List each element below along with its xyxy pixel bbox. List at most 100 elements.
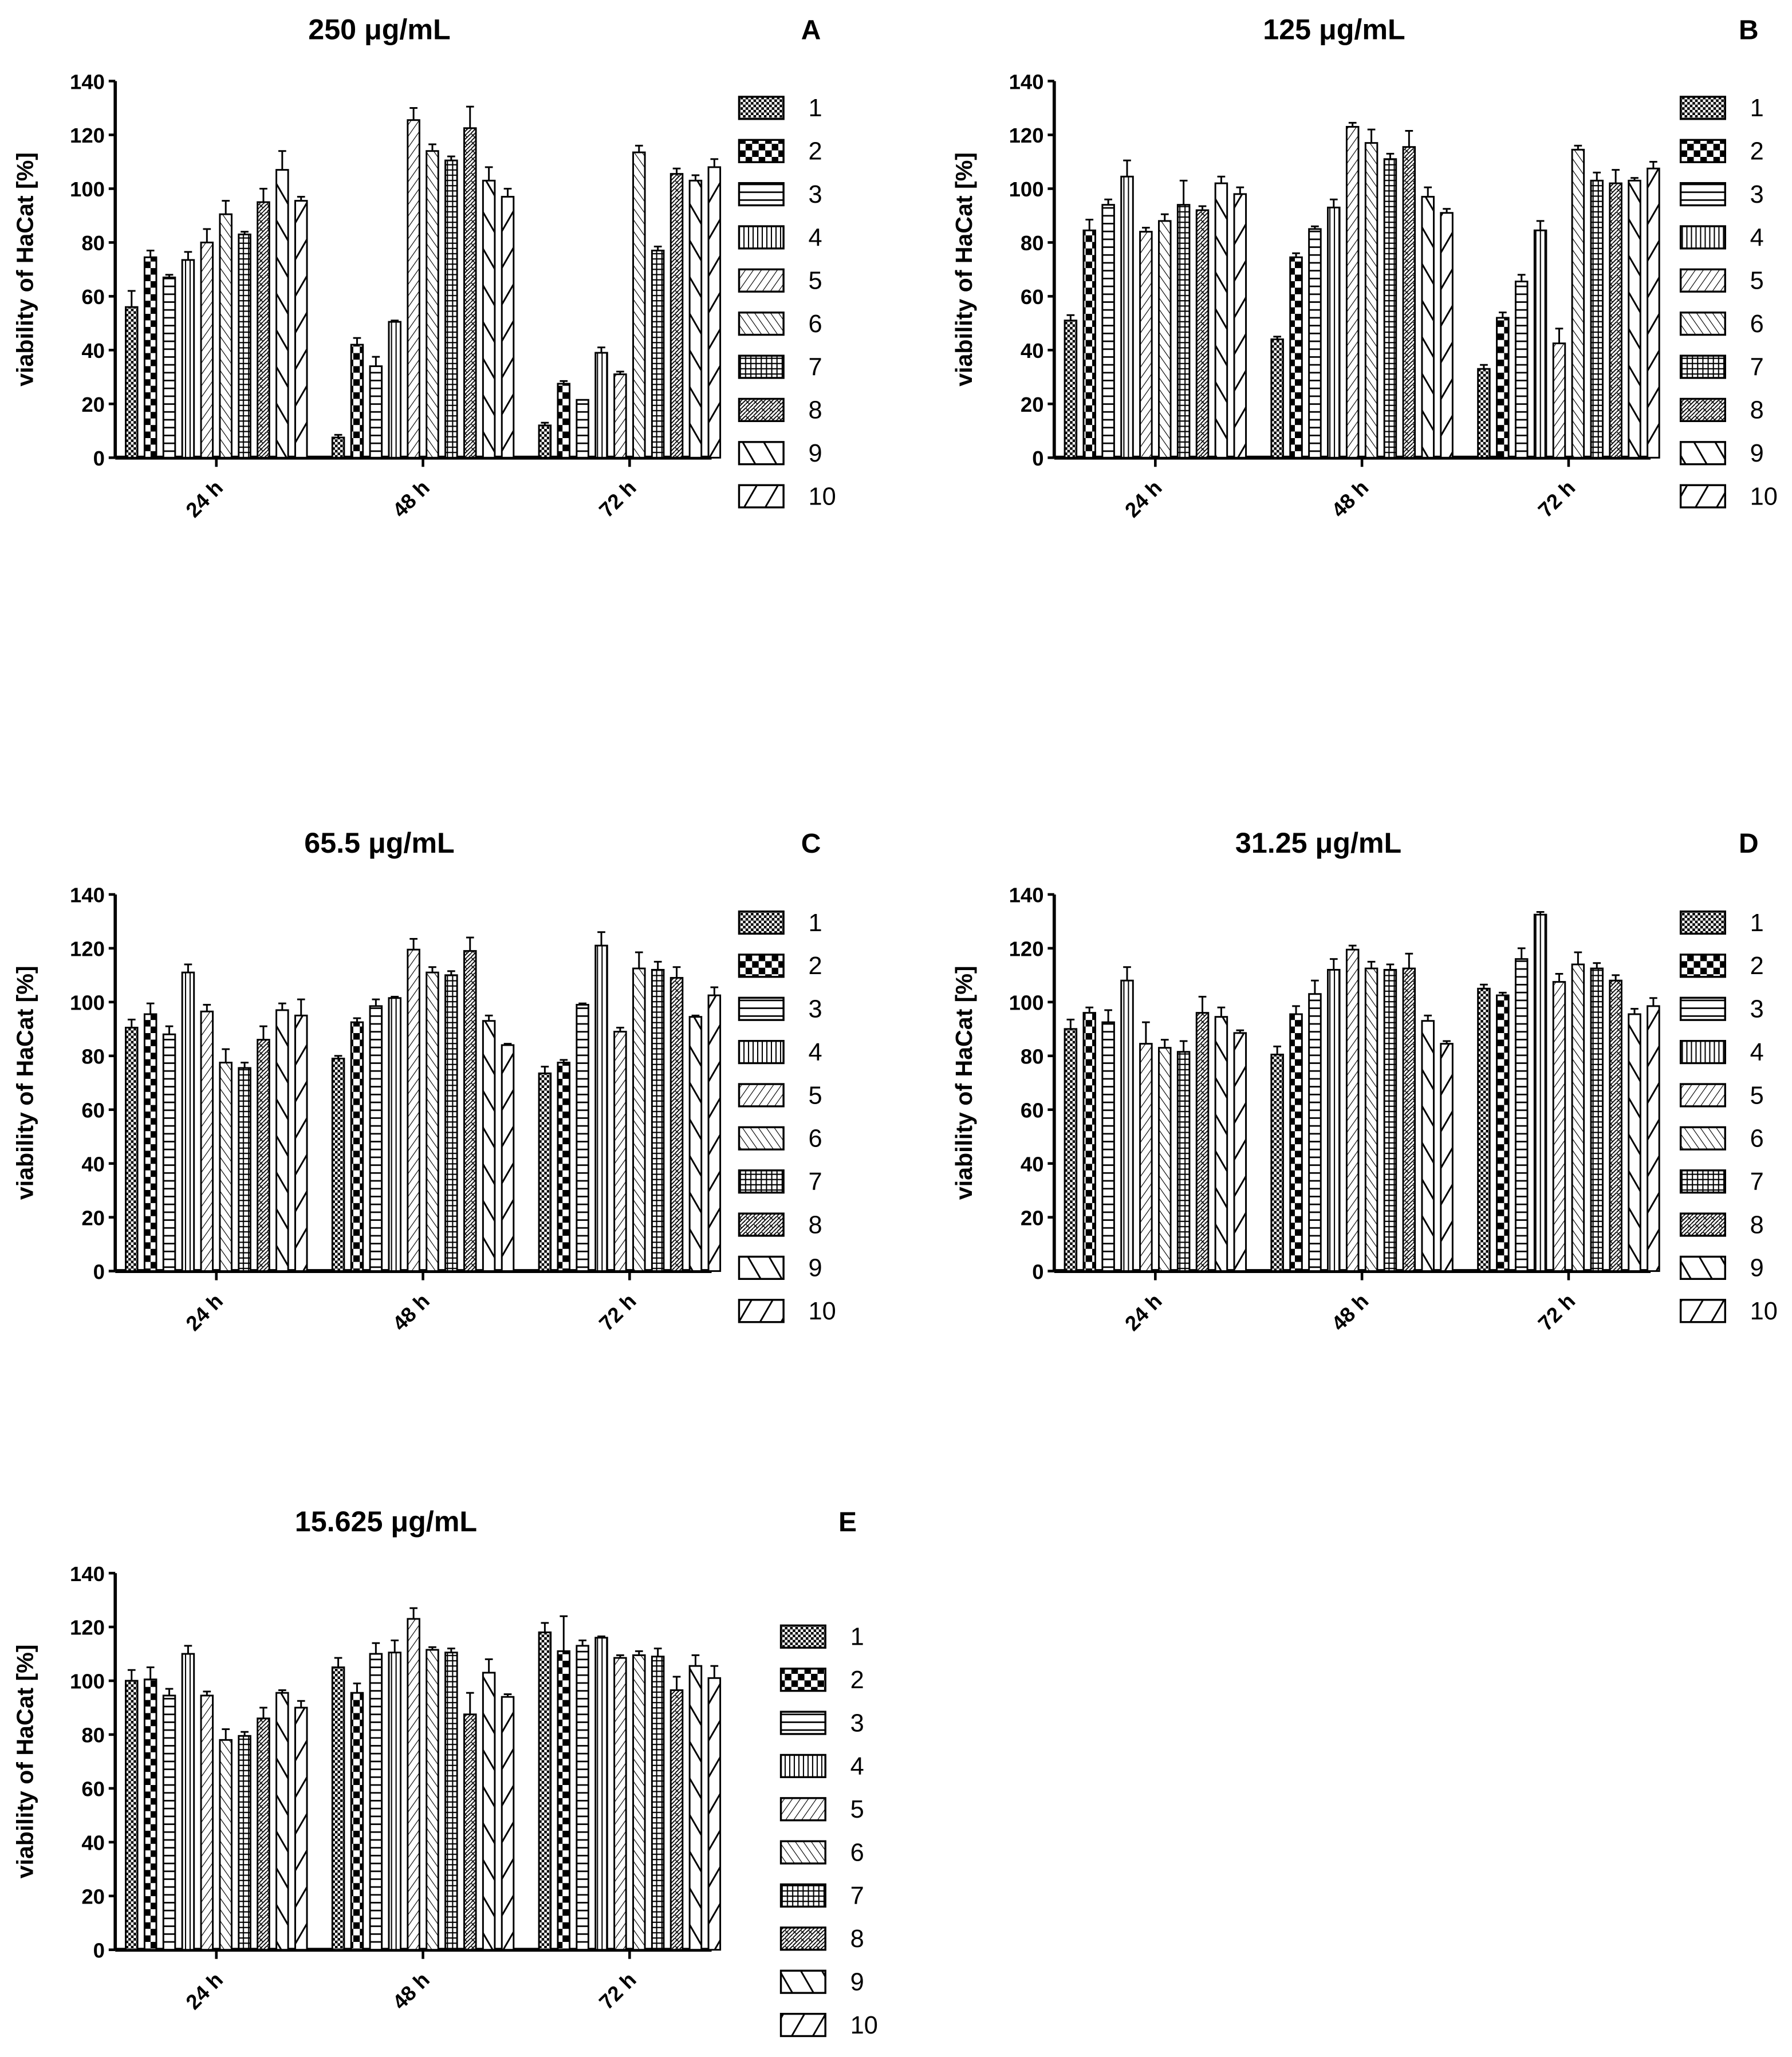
y-tick-label: 0 bbox=[93, 447, 105, 470]
legend-label: 2 bbox=[809, 138, 822, 165]
bar-24h-series-3 bbox=[162, 1033, 176, 1272]
bar-24h-series-4 bbox=[181, 971, 195, 1272]
bar-24h-series-7 bbox=[1176, 204, 1191, 459]
legend-swatch-5 bbox=[1679, 268, 1726, 293]
x-tick-label: 72 h bbox=[1534, 476, 1580, 522]
x-tick-label: 24 h bbox=[181, 1968, 227, 2014]
y-tick-label: 140 bbox=[70, 1562, 105, 1586]
bar-72h-series-4 bbox=[594, 944, 608, 1272]
panel-letter: D bbox=[1739, 829, 1759, 859]
bar-48h-series-7 bbox=[444, 974, 458, 1272]
bar-48h-series-4 bbox=[388, 1652, 401, 1951]
bar-72h-series-8 bbox=[1609, 182, 1622, 459]
y-tick-label: 80 bbox=[1021, 1045, 1044, 1068]
bar-24h-series-5 bbox=[1139, 231, 1153, 459]
bar-48h-series-1 bbox=[331, 436, 345, 459]
y-tick-label: 120 bbox=[1009, 937, 1044, 961]
y-tick-label: 60 bbox=[81, 1098, 105, 1122]
legend-label: 3 bbox=[1750, 996, 1764, 1023]
bar-48h-series-7 bbox=[444, 1652, 458, 1951]
legend-swatch-5 bbox=[1679, 1083, 1726, 1108]
x-tick-label: 48 h bbox=[388, 1289, 434, 1335]
legend-swatch-4 bbox=[1679, 225, 1726, 250]
bar-72h-series-9 bbox=[688, 1016, 703, 1272]
bar-24h-series-5 bbox=[200, 241, 214, 459]
bar-48h-series-5 bbox=[407, 119, 420, 459]
bar-72h-series-2 bbox=[1496, 994, 1510, 1272]
y-tick-label: 0 bbox=[1032, 1260, 1043, 1283]
y-tick-label: 140 bbox=[1009, 884, 1044, 907]
legend-label: 4 bbox=[850, 1753, 864, 1780]
bar-24h-series-10 bbox=[294, 200, 308, 459]
bar-48h-series-6 bbox=[426, 150, 439, 459]
panel-letter: C bbox=[801, 829, 821, 859]
bar-24h-series-5 bbox=[200, 1695, 214, 1951]
legend-label: 2 bbox=[1750, 138, 1764, 165]
bar-48h-series-3 bbox=[369, 1653, 383, 1951]
bar-24h-series-8 bbox=[257, 201, 270, 459]
bar-48h-series-1 bbox=[1270, 1053, 1284, 1272]
bar-24h-series-9 bbox=[1214, 182, 1228, 459]
legend-swatch-9 bbox=[738, 1255, 785, 1280]
bar-72h-series-1 bbox=[538, 424, 552, 459]
legend-label: 1 bbox=[809, 94, 822, 122]
bar-48h-series-9 bbox=[1421, 196, 1435, 459]
bar-24h-series-2 bbox=[143, 1678, 157, 1951]
bar-72h-series-9 bbox=[688, 179, 703, 459]
y-axis-label: viability of HaCat [%] bbox=[11, 1645, 38, 1879]
bar-24h-series-2 bbox=[1082, 1012, 1096, 1272]
bar-72h-series-5 bbox=[1552, 981, 1566, 1272]
bar-72h-series-7 bbox=[651, 968, 665, 1272]
bar-72h-series-5 bbox=[613, 1657, 627, 1951]
bar-48h-series-9 bbox=[482, 179, 496, 459]
bar-72h-series-1 bbox=[1477, 987, 1491, 1272]
y-tick-label: 0 bbox=[93, 1938, 105, 1962]
legend-swatch-7 bbox=[738, 1169, 785, 1194]
legend-label: 6 bbox=[809, 310, 822, 338]
bar-48h-series-7 bbox=[1383, 968, 1397, 1272]
x-tick-label: 72 h bbox=[1534, 1289, 1580, 1335]
bar-24h-series-2 bbox=[1082, 229, 1096, 459]
bar-48h-series-5 bbox=[1345, 948, 1360, 1272]
bar-72h-series-4 bbox=[1533, 229, 1547, 459]
y-tick-label: 60 bbox=[1021, 285, 1044, 309]
bar-72h-series-5 bbox=[613, 1031, 627, 1272]
bar-24h-series-2 bbox=[143, 1013, 157, 1272]
legend-label: 10 bbox=[850, 2012, 878, 2039]
legend-swatch-10 bbox=[1679, 1299, 1726, 1323]
y-tick-label: 120 bbox=[70, 937, 105, 961]
bar-72h-series-5 bbox=[1552, 342, 1566, 459]
legend-swatch-1 bbox=[779, 1624, 826, 1649]
y-tick-label: 140 bbox=[1009, 70, 1044, 93]
bar-24h-series-6 bbox=[219, 1739, 233, 1951]
bar-72h-series-2 bbox=[1496, 317, 1510, 459]
bar-24h-series-9 bbox=[275, 1009, 289, 1272]
legend-label: 5 bbox=[850, 1796, 864, 1823]
bar-24h-series-7 bbox=[1176, 1051, 1191, 1272]
legend-swatch-9 bbox=[1679, 1255, 1726, 1280]
y-tick-label: 80 bbox=[81, 1045, 105, 1068]
bar-72h-series-6 bbox=[1571, 963, 1585, 1272]
bar-48h-series-5 bbox=[1345, 125, 1360, 459]
legend-swatch-3 bbox=[1679, 182, 1726, 207]
legend-swatch-3 bbox=[1679, 996, 1726, 1021]
bar-72h-series-8 bbox=[1609, 979, 1622, 1272]
legend-swatch-9 bbox=[1679, 441, 1726, 466]
bar-48h-series-9 bbox=[482, 1672, 496, 1951]
bar-48h-series-2 bbox=[350, 1692, 364, 1951]
bar-24h-series-7 bbox=[238, 1067, 251, 1272]
panel-letter: E bbox=[838, 1507, 857, 1538]
x-tick-label: 72 h bbox=[594, 1968, 641, 2014]
legend-label: 4 bbox=[809, 1039, 822, 1066]
panel-letter: A bbox=[801, 15, 821, 46]
bar-72h-series-8 bbox=[669, 173, 684, 459]
y-tick-label: 0 bbox=[93, 1260, 105, 1283]
legend-swatch-10 bbox=[738, 484, 785, 509]
y-tick-label: 100 bbox=[1009, 178, 1044, 201]
legend-label: 1 bbox=[850, 1623, 864, 1651]
chart-title: 15.625 μg/mL bbox=[295, 1506, 477, 1538]
legend-swatch-10 bbox=[738, 1299, 785, 1323]
